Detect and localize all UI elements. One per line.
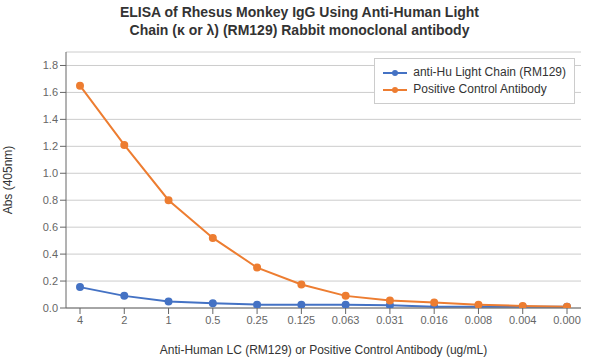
svg-text:0.016: 0.016 <box>420 314 448 326</box>
html-text:ELISA of Rhesus Monkey IgG Usi: ELISA of Rhesus Monkey IgG Using Anti-Hu… <box>120 4 479 38</box>
svg-text:0.2: 0.2 <box>43 275 58 287</box>
svg-text:0.008: 0.008 <box>465 314 493 326</box>
svg-text:0.000: 0.000 <box>553 314 581 326</box>
html-text:anti-Hu Light Chain (RM129): anti-Hu Light Chain (RM129) <box>413 65 566 79</box>
svg-text:1.6: 1.6 <box>43 86 58 98</box>
svg-text:0.0: 0.0 <box>43 302 58 314</box>
svg-text:0.8: 0.8 <box>43 194 58 206</box>
svg-text:1.8: 1.8 <box>43 59 58 71</box>
svg-text:1.2: 1.2 <box>43 140 58 152</box>
svg-text:0.004: 0.004 <box>509 314 537 326</box>
svg-text:0.063: 0.063 <box>332 314 360 326</box>
svg-text:2: 2 <box>121 314 127 326</box>
svg-text:0.031: 0.031 <box>376 314 404 326</box>
svg-text:0.6: 0.6 <box>43 221 58 233</box>
svg-text:1: 1 <box>165 314 171 326</box>
svg-text:Anti-Human LC (RM129) or Posit: Anti-Human LC (RM129) or Positive Contro… <box>160 343 487 357</box>
svg-text:0.5: 0.5 <box>205 314 220 326</box>
svg-text:Abs (405nm): Abs (405nm) <box>1 146 15 215</box>
svg-text:0.25: 0.25 <box>246 314 267 326</box>
svg-text:1.4: 1.4 <box>43 113 58 125</box>
svg-text:1.0: 1.0 <box>43 167 58 179</box>
html-text:Positive Control Antibody: Positive Control Antibody <box>413 82 547 96</box>
svg-text:0.125: 0.125 <box>288 314 316 326</box>
svg-text:4: 4 <box>77 314 83 326</box>
svg-text:0.4: 0.4 <box>43 248 58 260</box>
